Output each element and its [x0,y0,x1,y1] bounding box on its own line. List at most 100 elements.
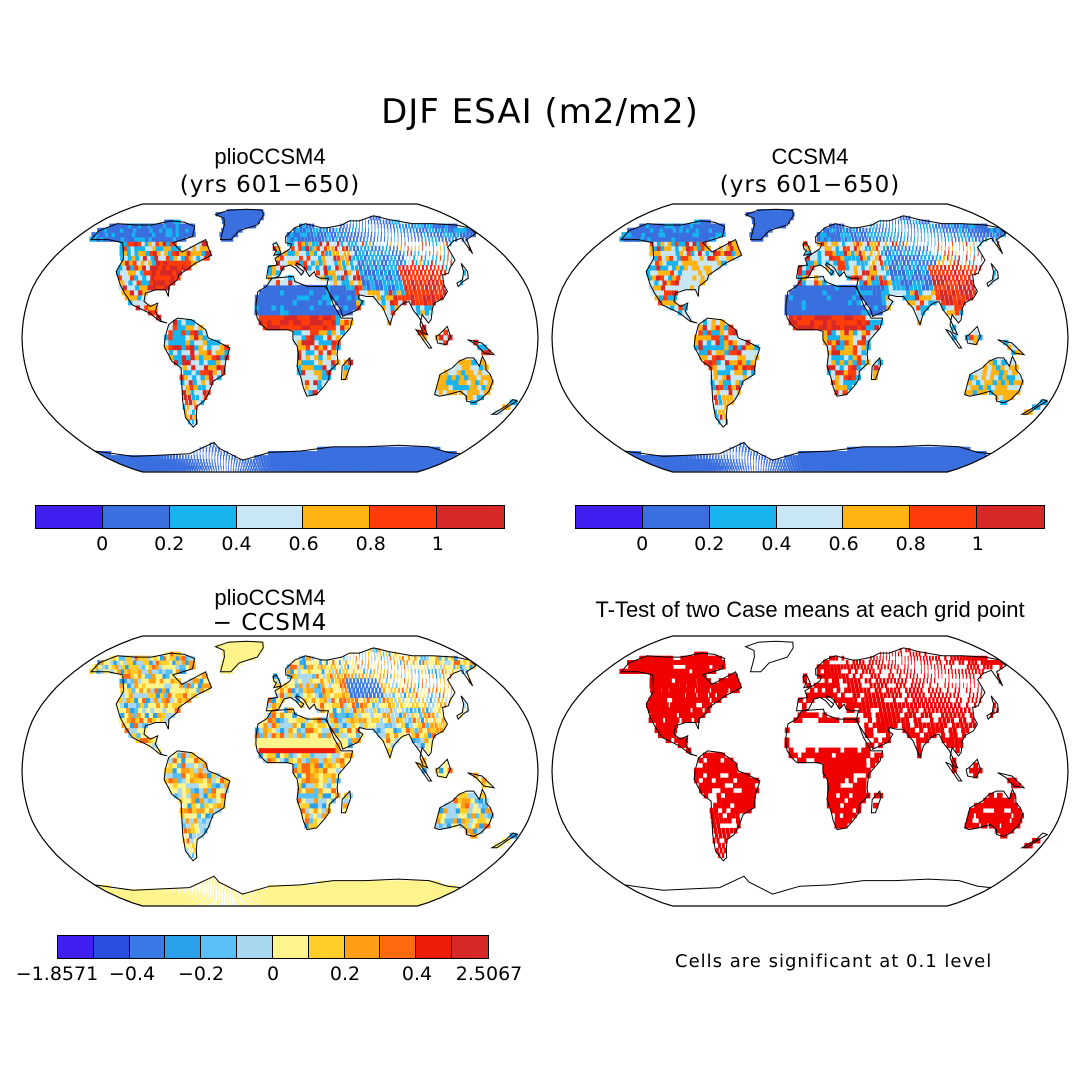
coastline-japan [986,262,999,288]
coastline-britain [802,674,812,689]
coastline-africa [255,708,354,831]
coastlines [89,640,519,895]
panel-title-plio: plioCCSM4 [214,144,326,169]
coastline-northAmerica [619,220,743,324]
coastline-japan [456,262,469,288]
coastline-newZealand [490,398,519,415]
coastline-northAmerica [89,220,213,324]
coastline-madagascar [340,789,352,814]
colorbar-plio: 0 0.2 0.4 0.6 0.8 1 [35,505,505,565]
colorbar-tick-label: 0.6 [288,533,319,555]
coastline-madagascar [870,789,882,814]
coastline-borneo [435,325,452,346]
coastline-australia [433,788,494,837]
coastline-madagascar [340,356,352,380]
colorbar-swatch [977,506,1045,528]
colorbar-swatch [576,506,643,528]
colorbar-tick-label: 2.5067 [455,963,523,985]
coastline-borneo [435,758,452,779]
colorbar-tick-label: −1.8571 [15,963,99,985]
coastline-newGuinea [467,339,496,356]
colorbar-swatch [910,506,978,528]
colorbar-swatch [416,936,453,958]
colorbar-tick-label: 0.4 [761,533,792,555]
colorbar-swatch [344,936,381,958]
coastline-antarctica [94,875,461,895]
figure-title: DJF ESAI (m2/m2) [381,92,699,132]
coastline-africa [255,275,354,397]
significance-note: Cells are significant at 0.1 level [675,951,993,972]
colorbar-tick-label: 0 [266,963,280,985]
colorbar-diff: −1.8571 −0.4 −0.2 0 0.2 0.4 2.5067 [16,935,522,995]
map-frame [551,635,1069,907]
colorbar-swatch [370,506,438,528]
coastline-newGuinea [467,772,496,789]
coastlines [619,640,1049,895]
coastline-newZealand [490,832,519,849]
panel-subtitle-plio: (yrs 601−650) [179,172,361,198]
colorbar-swatch [776,506,844,528]
coastline-greenland [744,640,794,673]
colorbar-boxes [35,505,505,529]
colorbar-boxes [57,935,489,959]
coastline-australia [963,788,1024,837]
coastline-africa [785,708,884,831]
colorbar-swatch [437,506,505,528]
coastline-southAmerica [163,750,231,862]
colorbar-tick-label: 0.4 [401,963,433,985]
coastline-northAmerica [89,652,213,757]
colorbar-swatch [642,506,710,528]
ocean-background [552,636,1068,906]
coastline-newGuinea [997,772,1026,789]
coastline-britain [272,674,282,689]
coastline-southAmerica [693,750,761,862]
coastline-newZealand [1020,398,1049,415]
coastline-eurasia [265,215,477,336]
colorbar-swatch [129,936,166,958]
coastline-newZealand [1020,832,1049,849]
colorbar-tick-label: 0.2 [329,963,361,985]
colorbar-swatch [380,936,417,958]
land-field-cells [619,647,1041,859]
coastlines [619,208,1049,461]
coastline-sumatra [944,761,963,782]
colorbar-swatch [709,506,777,528]
colorbar-tick-label: 0.8 [895,533,926,555]
coastline-britain [802,242,812,256]
coastline-eurasia [265,647,477,769]
ocean-background [552,204,1068,472]
colorbar-tick-label: 0 [96,533,109,555]
colorbar-swatch [237,936,273,958]
coastline-sumatra [944,328,963,349]
colorbar-swatch [201,936,238,958]
ocean-background [22,204,538,472]
coastlines [89,208,519,461]
coastline-eurasia [795,215,1007,336]
colorbar-swatch [236,506,304,528]
coastline-eurasia [795,647,1007,769]
colorbar-tick-label: 0.2 [154,533,185,555]
colorbar-swatch [169,506,237,528]
colorbar-tick-label: 0.8 [355,533,386,555]
colorbar-tick-label: 0.4 [221,533,252,555]
colorbar-swatch [308,936,345,958]
colorbar-swatch [272,936,309,958]
colorbar-tick-label: −0.2 [177,963,225,985]
colorbar-swatch [102,506,170,528]
map-ccsm [551,203,1069,473]
coastline-newGuinea [997,339,1026,356]
coastline-japan [986,695,999,721]
coastline-borneo [965,758,982,779]
colorbar-tick-label: 1 [971,533,984,555]
colorbar-swatch [36,506,103,528]
colorbar-tick-label: −0.4 [108,963,156,985]
coastline-sumatra [414,761,433,782]
coastline-australia [433,354,494,404]
colorbar-swatch [93,936,130,958]
coastline-southAmerica [693,317,761,428]
coastline-borneo [965,325,982,346]
colorbar-swatch [58,936,94,958]
colorbar-swatch [303,506,371,528]
ocean-background [22,636,538,906]
map-frame [21,203,539,473]
